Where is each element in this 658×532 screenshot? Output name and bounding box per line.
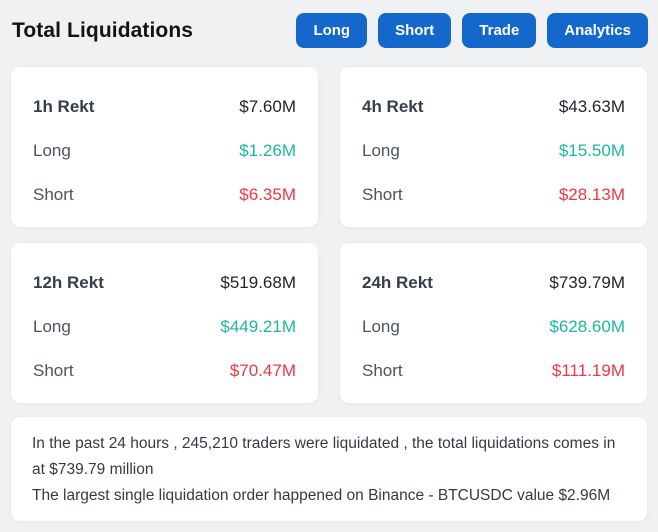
long-label: Long bbox=[33, 141, 71, 160]
short-value: $111.19M bbox=[551, 361, 625, 380]
long-button[interactable]: Long bbox=[296, 13, 368, 48]
long-label: Long bbox=[362, 317, 400, 336]
long-label: Long bbox=[33, 317, 71, 336]
period-total-row: 1h Rekt $7.60M bbox=[33, 97, 296, 117]
rekt-card-24h: 24h Rekt $739.79M Long $628.60M Short $1… bbox=[339, 242, 648, 404]
trade-button[interactable]: Trade bbox=[462, 13, 537, 48]
short-row: Short $28.13M bbox=[362, 185, 625, 205]
long-value: $15.50M bbox=[558, 141, 625, 160]
period-total-row: 12h Rekt $519.68M bbox=[33, 273, 296, 293]
header-buttons: Long Short Trade Analytics bbox=[296, 13, 648, 48]
short-value: $6.35M bbox=[239, 185, 296, 204]
total-value: $519.68M bbox=[220, 273, 296, 292]
short-label: Short bbox=[33, 185, 74, 204]
total-value: $739.79M bbox=[549, 273, 625, 292]
short-button[interactable]: Short bbox=[378, 13, 452, 48]
long-value: $449.21M bbox=[220, 317, 296, 336]
summary-line-2: The largest single liquidation order hap… bbox=[32, 487, 611, 504]
long-row: Long $449.21M bbox=[33, 317, 296, 337]
rekt-card-4h: 4h Rekt $43.63M Long $15.50M Short $28.1… bbox=[339, 66, 648, 228]
total-value: $7.60M bbox=[239, 97, 296, 116]
period-label: 1h Rekt bbox=[33, 97, 95, 116]
long-row: Long $628.60M bbox=[362, 317, 625, 337]
rekt-card-1h: 1h Rekt $7.60M Long $1.26M Short $6.35M bbox=[10, 66, 319, 228]
short-row: Short $111.19M bbox=[362, 361, 625, 381]
period-total-row: 24h Rekt $739.79M bbox=[362, 273, 625, 293]
short-value: $70.47M bbox=[229, 361, 296, 380]
header: Total Liquidations Long Short Trade Anal… bbox=[10, 13, 648, 48]
short-row: Short $6.35M bbox=[33, 185, 296, 205]
analytics-button[interactable]: Analytics bbox=[547, 13, 648, 48]
period-label: 12h Rekt bbox=[33, 273, 104, 292]
short-label: Short bbox=[362, 185, 403, 204]
short-value: $28.13M bbox=[558, 185, 625, 204]
short-label: Short bbox=[33, 361, 74, 380]
long-value: $628.60M bbox=[549, 317, 625, 336]
period-label: 4h Rekt bbox=[362, 97, 424, 116]
long-label: Long bbox=[362, 141, 400, 160]
summary-line-1: In the past 24 hours , 245,210 traders w… bbox=[32, 435, 616, 478]
long-value: $1.26M bbox=[239, 141, 296, 160]
rekt-card-12h: 12h Rekt $519.68M Long $449.21M Short $7… bbox=[10, 242, 319, 404]
rekt-cards-grid: 1h Rekt $7.60M Long $1.26M Short $6.35M … bbox=[10, 66, 648, 404]
long-row: Long $1.26M bbox=[33, 141, 296, 161]
page-title: Total Liquidations bbox=[12, 18, 194, 42]
period-total-row: 4h Rekt $43.63M bbox=[362, 97, 625, 117]
short-label: Short bbox=[362, 361, 403, 380]
short-row: Short $70.47M bbox=[33, 361, 296, 381]
period-label: 24h Rekt bbox=[362, 273, 433, 292]
summary-card: In the past 24 hours , 245,210 traders w… bbox=[10, 416, 648, 522]
total-value: $43.63M bbox=[558, 97, 625, 116]
long-row: Long $15.50M bbox=[362, 141, 625, 161]
